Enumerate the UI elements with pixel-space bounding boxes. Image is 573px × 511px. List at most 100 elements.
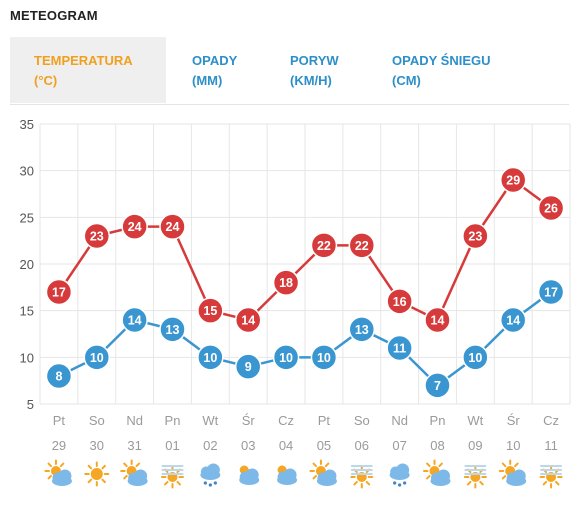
sun-ray [438,462,443,468]
tab-wind-gust[interactable]: PORYW (KM/H) [266,37,368,103]
x-day-label: Wt [202,413,218,428]
point-value-label: 18 [279,276,293,290]
point-value-label: 8 [55,370,62,384]
min-temp-point: 11 [386,334,413,362]
x-day-label: Cz [543,413,559,428]
point-marker [83,344,111,371]
point-value-label: 15 [203,304,217,318]
sun-ray [47,474,52,480]
point-marker [386,288,413,315]
min-temp-point: 7 [424,372,451,399]
sun-ray [479,480,484,486]
min-temp-point: 10 [83,344,111,371]
x-date-label: 31 [127,438,141,453]
x-day-label: Wt [467,413,483,428]
sun-ray [312,474,317,480]
sun-haze-icon [463,465,487,489]
rain-cloud-icon [200,463,221,487]
sun-ray [101,464,106,470]
point-marker [310,232,338,259]
point-marker [462,222,489,250]
tab-divider [10,104,569,105]
sun-ray [123,474,128,480]
point-value-label: 14 [241,314,255,328]
sun-cloud-icon [120,459,148,486]
max-temp-point: 18 [272,269,300,296]
point-marker [348,232,376,259]
point-marker [234,353,262,380]
x-day-label: Pn [165,413,181,428]
sun-ray [365,480,371,486]
x-date-label: 30 [90,438,104,453]
tab-precipitation[interactable]: OPADY (MM) [168,37,266,103]
point-marker [424,372,451,399]
max-temp-point: 14 [424,306,451,334]
sun-cloud-icon [498,459,527,486]
sun-haze-icon [350,465,374,489]
x-day-label: Nd [126,413,143,428]
tab-precipitation-unit: (MM) [192,73,223,88]
sun-cloud-icon [44,459,72,486]
min-temp-point: 10 [462,344,489,371]
max-temp-point: 24 [159,213,186,240]
sun-haze-icon [539,465,563,489]
point-marker [197,297,224,324]
x-day-label: Pn [430,413,446,428]
rain-drop [213,481,217,485]
sun-ray [426,474,431,480]
rain-cloud-icon [389,463,410,487]
x-date-label: 10 [506,438,520,453]
min-temp-point: 17 [537,278,565,306]
sun-ray [87,478,93,484]
point-value-label: 16 [393,295,407,309]
min-temp-point: 14 [499,306,527,334]
point-marker [462,344,489,371]
point-marker [83,222,111,250]
y-tick-label: 5 [27,397,34,412]
x-date-label: 07 [392,438,406,453]
x-day-label: Nd [391,413,408,428]
x-day-label: Śr [242,413,256,428]
sun-icon [84,461,110,487]
x-date-label: 29 [52,438,66,453]
sun-ray [501,474,507,480]
max-temp-point: 23 [462,222,489,250]
y-tick-label: 30 [20,164,34,179]
sun-ray [164,480,169,486]
point-value-label: 9 [245,360,252,374]
tab-temperature[interactable]: TEMPERATURA (°C) [10,37,166,103]
point-value-label: 10 [317,351,331,365]
sun-ray [176,480,181,486]
sun-cloud-icon [309,459,337,486]
cloud-puff [323,469,337,483]
x-day-label: Pt [53,413,66,428]
point-value-label: 22 [355,239,369,253]
point-value-label: 14 [128,314,142,328]
sun-cloud-icon [423,459,451,486]
x-day-label: So [354,413,370,428]
rain-drop [208,483,212,487]
min-temp-point: 9 [234,353,262,380]
max-temp-point: 16 [386,288,413,315]
tab-snowfall[interactable]: OPADY ŚNIEGU (CM) [368,37,528,103]
sun-ray [101,478,106,484]
sun-ray [324,462,330,468]
point-marker [499,306,527,334]
y-tick-label: 10 [20,350,34,365]
min-temp-point: 10 [197,344,224,371]
metric-tabs: TEMPERATURA (°C) OPADY (MM) PORYW (KM/H)… [10,37,569,105]
point-marker [159,316,186,343]
tab-temperature-label: TEMPERATURA [34,53,133,68]
point-value-label: 10 [468,351,482,365]
cloud-puff [58,469,72,483]
tab-wind-gust-label: PORYW [290,53,339,68]
cloud-puff [437,469,450,483]
sun-ray [501,462,507,468]
point-marker [310,344,338,371]
tab-snowfall-label: OPADY ŚNIEGU [392,53,491,68]
cloud-puff [245,468,259,482]
x-date-label: 08 [430,438,444,453]
max-temp-point: 24 [121,213,148,240]
max-temp-point: 29 [499,166,527,194]
